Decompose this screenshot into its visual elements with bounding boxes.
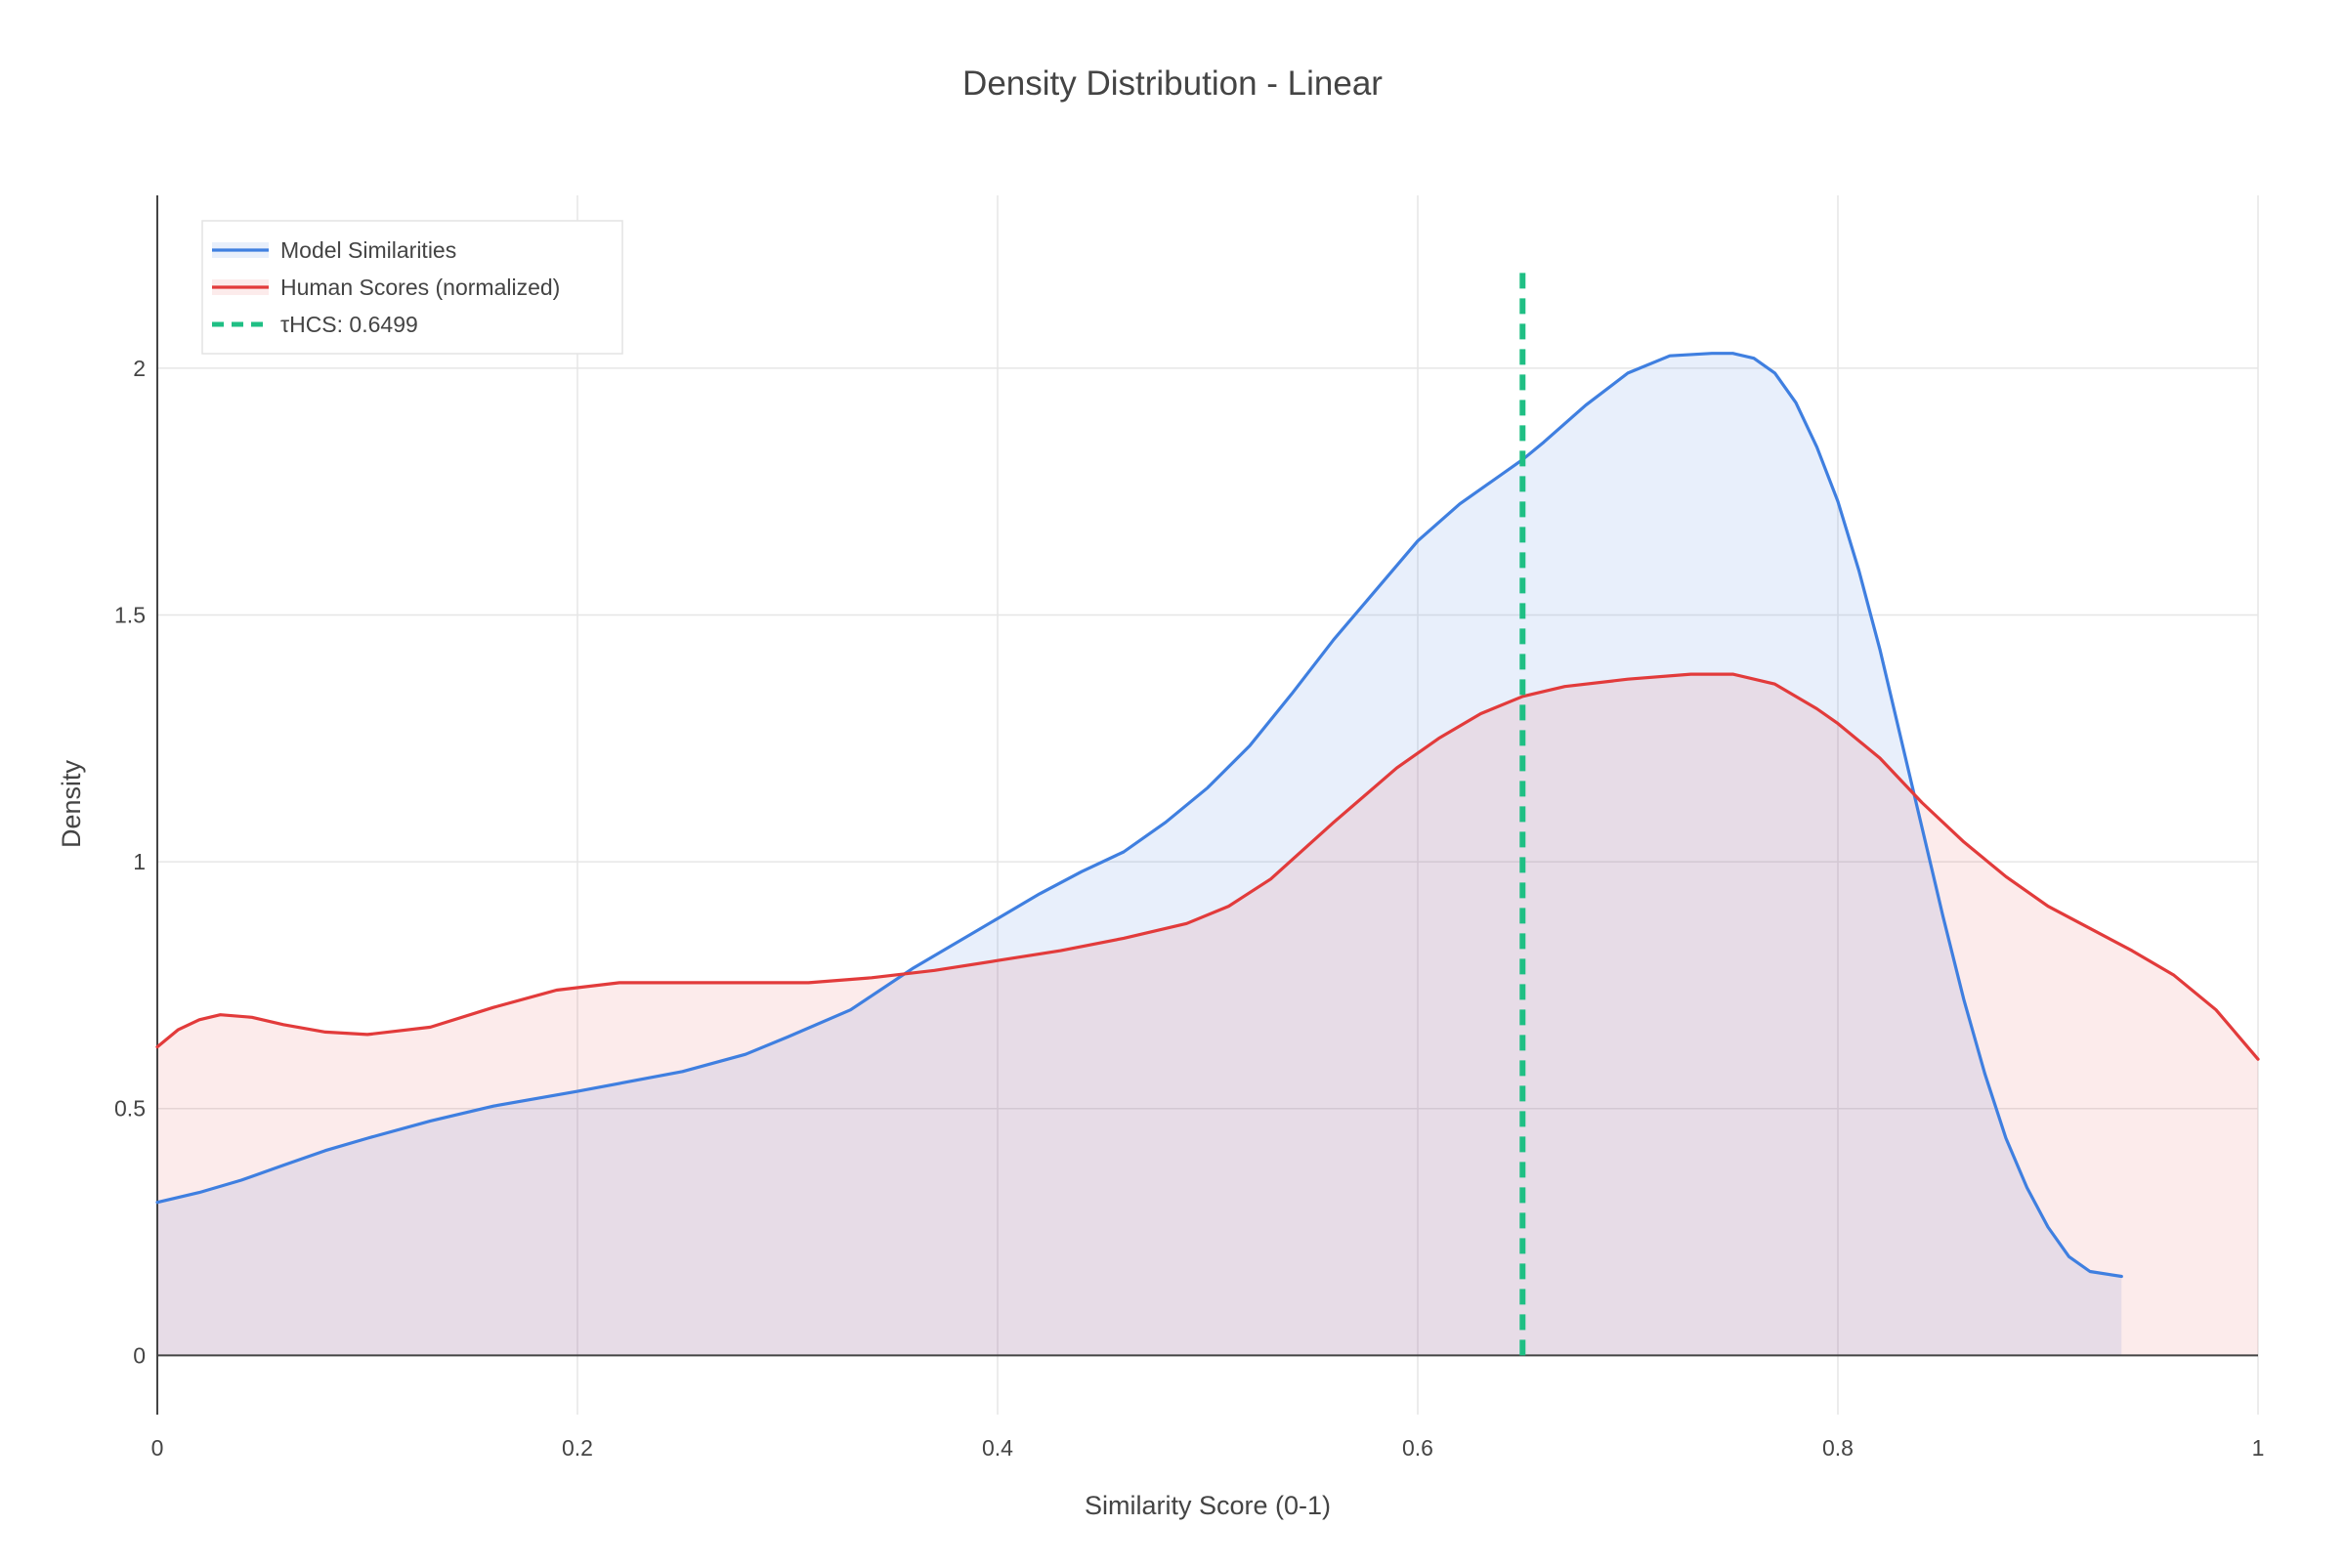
chart-title: Density Distribution - Linear <box>962 64 1383 103</box>
legend-item-2[interactable]: Human Scores (normalized) <box>212 275 560 300</box>
series-area-1 <box>157 353 2122 1356</box>
x-tick-label: 0.6 <box>1402 1435 1433 1461</box>
y-tick-label: 2 <box>133 356 146 381</box>
y-axis-title: Density <box>57 759 86 848</box>
legend-item-1[interactable]: Model Similarities <box>212 237 456 263</box>
y-tick-label: 1.5 <box>114 602 146 627</box>
x-tick-label: 0.4 <box>982 1435 1013 1461</box>
y-tick-label: 1 <box>133 849 146 874</box>
area-fills <box>157 353 2258 1356</box>
legend-label: τHCS: 0.6499 <box>280 312 418 337</box>
series-area-2 <box>157 674 2258 1356</box>
series-line-1[interactable] <box>155 352 2123 1279</box>
legend-box <box>201 220 623 355</box>
grid <box>157 195 2259 1415</box>
x-tick-label: 0 <box>151 1435 164 1461</box>
legend-label: Model Similarities <box>280 237 456 263</box>
x-tick-label: 1 <box>2252 1435 2265 1461</box>
legend-item-3[interactable]: τHCS: 0.6499 <box>212 312 418 337</box>
x-tick-label: 0.8 <box>1822 1435 1854 1461</box>
y-tick-label: 0.5 <box>114 1096 146 1122</box>
legend-label: Human Scores (normalized) <box>280 275 560 300</box>
legend[interactable]: Model Similarities Human Scores (normaliz… <box>201 220 623 355</box>
y-tick-label: 0 <box>133 1342 146 1368</box>
series-lines <box>155 352 2260 1279</box>
tick-labels: 0 0.2 0.4 0.6 0.8 1 0 0.5 1 1.5 2 <box>114 356 2264 1461</box>
axes <box>156 195 2258 1415</box>
series-line-2[interactable] <box>155 672 2260 1061</box>
x-tick-label: 0.2 <box>562 1435 593 1461</box>
x-axis-title: Similarity Score (0-1) <box>1085 1491 1331 1520</box>
